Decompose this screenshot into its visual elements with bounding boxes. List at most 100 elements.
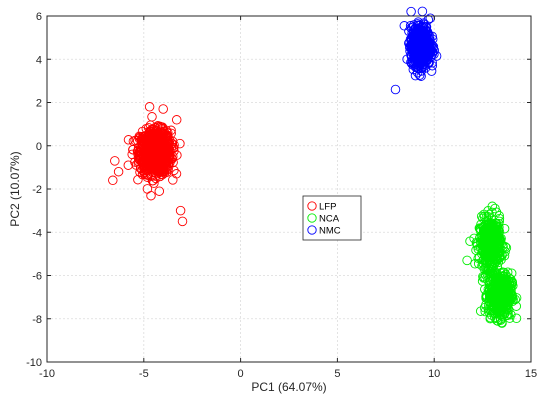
data-point-lfp bbox=[175, 205, 186, 216]
data-point-lfp bbox=[150, 164, 161, 175]
data-point-lfp bbox=[139, 167, 149, 178]
data-point-lfp bbox=[159, 159, 169, 170]
data-point-lfp bbox=[108, 175, 118, 186]
data-point-lfp bbox=[134, 131, 145, 142]
data-point-lfp bbox=[145, 138, 156, 149]
legend-label-nca: NCA bbox=[319, 214, 340, 225]
data-point-lfp bbox=[149, 153, 160, 163]
data-point-lfp bbox=[127, 149, 137, 160]
data-point-lfp bbox=[168, 157, 178, 168]
data-point-nmc bbox=[418, 35, 429, 45]
data-point-lfp bbox=[158, 104, 168, 114]
data-point-lfp bbox=[142, 138, 153, 148]
data-point-nca bbox=[492, 270, 502, 281]
data-point-nca bbox=[504, 277, 515, 287]
data-point-lfp bbox=[144, 102, 155, 112]
legend-label-lfp: LFP bbox=[319, 202, 336, 213]
data-point-nmc bbox=[419, 53, 429, 63]
series-nmc bbox=[390, 6, 442, 95]
data-point-nca bbox=[462, 255, 472, 266]
data-point-lfp bbox=[147, 156, 157, 166]
data-point-nca bbox=[487, 207, 497, 218]
y-tick-label: 0 bbox=[36, 141, 42, 153]
y-tick-label: -6 bbox=[32, 271, 42, 283]
data-point-lfp bbox=[169, 165, 179, 176]
data-point-lfp bbox=[149, 178, 159, 188]
data-point-nmc bbox=[416, 71, 426, 81]
data-point-lfp bbox=[139, 143, 149, 153]
data-point-nmc bbox=[399, 21, 410, 31]
data-point-nca bbox=[485, 289, 496, 299]
data-point-nca bbox=[497, 240, 508, 251]
data-point-nmc bbox=[418, 39, 428, 50]
y-tick-label: 2 bbox=[36, 98, 42, 110]
x-tick-label: 0 bbox=[238, 368, 244, 380]
data-point-nca bbox=[507, 292, 518, 303]
data-point-nca bbox=[498, 285, 508, 296]
data-point-nmc bbox=[425, 13, 436, 23]
data-point-lfp bbox=[168, 175, 178, 185]
x-tick-label: 15 bbox=[525, 368, 537, 380]
data-point-lfp bbox=[144, 130, 154, 141]
data-point-nca bbox=[496, 292, 506, 302]
x-tick-label: 5 bbox=[334, 368, 340, 380]
data-point-nca bbox=[484, 307, 494, 317]
data-point-nca bbox=[465, 236, 475, 246]
data-point-lfp bbox=[154, 186, 165, 196]
data-point-nmc bbox=[427, 60, 438, 71]
axis-ticks: -10 -5 0 5 10 15 -10 -8 -6 -4 -2 0 2 4 6 bbox=[26, 11, 537, 380]
data-point-nca bbox=[488, 238, 498, 248]
data-point-nmc bbox=[406, 6, 416, 17]
data-point-lfp bbox=[123, 160, 134, 170]
x-axis-label: PC1 (64.07%) bbox=[251, 380, 326, 394]
grid bbox=[47, 16, 531, 362]
legend-label-nmc: NMC bbox=[319, 226, 341, 237]
data-point-nmc bbox=[421, 22, 432, 32]
data-point-nca bbox=[483, 237, 494, 247]
data-point-lfp bbox=[152, 164, 162, 174]
data-point-lfp bbox=[155, 122, 166, 132]
y-tick-label: 6 bbox=[36, 11, 42, 23]
data-point-nca bbox=[494, 226, 505, 237]
data-point-nca bbox=[496, 300, 506, 310]
data-point-nmc bbox=[420, 37, 430, 48]
data-point-lfp bbox=[147, 112, 157, 122]
y-tick-label: -2 bbox=[32, 184, 42, 196]
data-point-lfp bbox=[157, 124, 167, 134]
data-point-nca bbox=[493, 257, 504, 268]
data-point-nmc bbox=[418, 50, 429, 60]
data-point-lfp bbox=[166, 125, 176, 136]
data-point-lfp bbox=[158, 129, 168, 139]
data-point-lfp bbox=[133, 174, 143, 185]
data-point-nca bbox=[494, 216, 505, 227]
data-point-lfp bbox=[171, 115, 182, 125]
legend-box bbox=[302, 195, 362, 241]
data-point-lfp bbox=[145, 126, 155, 137]
data-point-nca bbox=[486, 276, 496, 286]
data-point-nca bbox=[492, 315, 502, 326]
data-point-lfp bbox=[110, 156, 120, 166]
y-tick-label: 4 bbox=[36, 54, 42, 66]
data-point-lfp bbox=[154, 143, 165, 154]
legend-marker-lfp bbox=[307, 201, 317, 211]
legend-marker-nca bbox=[307, 213, 317, 223]
data-point-nca bbox=[493, 232, 504, 242]
data-point-nca bbox=[497, 318, 507, 328]
x-tick-label: -5 bbox=[139, 368, 149, 380]
data-point-lfp bbox=[156, 163, 166, 173]
data-point-nca bbox=[485, 312, 496, 323]
data-points bbox=[108, 6, 522, 328]
data-point-nmc bbox=[417, 6, 428, 17]
data-point-nca bbox=[480, 234, 490, 244]
data-point-nmc bbox=[413, 54, 423, 65]
data-point-nca bbox=[484, 227, 494, 238]
data-point-nca bbox=[492, 292, 502, 302]
legend-marker-nmc bbox=[307, 225, 317, 235]
data-point-nmc bbox=[390, 84, 401, 95]
data-point-lfp bbox=[133, 146, 143, 156]
data-point-lfp bbox=[146, 190, 156, 201]
data-point-nca bbox=[483, 266, 494, 276]
x-tick-label: -10 bbox=[39, 368, 55, 380]
data-point-lfp bbox=[144, 145, 154, 156]
